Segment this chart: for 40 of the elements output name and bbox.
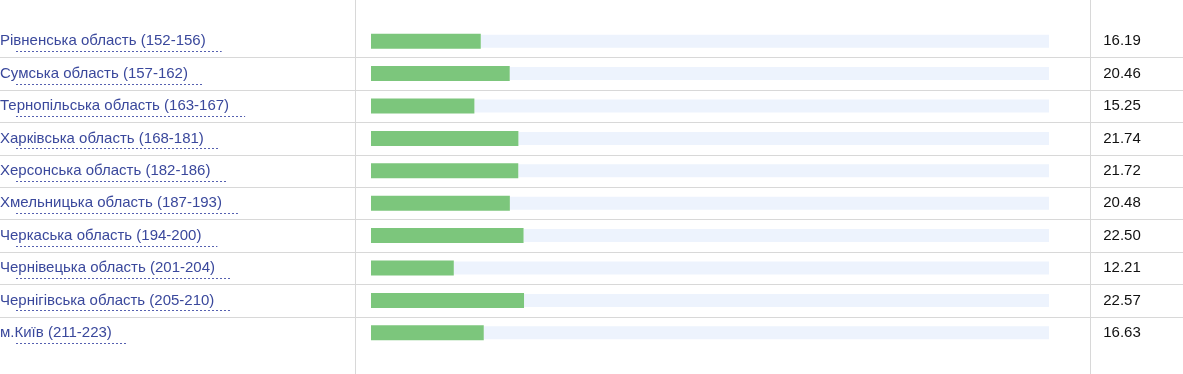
data-label: 21.72 bbox=[1103, 160, 1141, 178]
bar bbox=[509, 196, 1049, 210]
bar bbox=[371, 228, 524, 244]
data-label: 20.46 bbox=[1103, 63, 1141, 81]
data-label: 22.57 bbox=[1103, 290, 1141, 308]
data-label: 22.50 bbox=[1103, 225, 1141, 243]
data-label: 16.19 bbox=[1103, 31, 1141, 49]
data-label: 20.48 bbox=[1103, 193, 1141, 211]
bar bbox=[371, 66, 510, 82]
data-label: 15.25 bbox=[1103, 96, 1141, 114]
bar bbox=[371, 130, 519, 146]
bar bbox=[371, 292, 525, 308]
bar bbox=[371, 195, 510, 211]
data-label: 21.74 bbox=[1103, 128, 1141, 146]
y-tick-label: Херсонська область (182-186) bbox=[0, 160, 211, 178]
bar bbox=[523, 229, 1049, 243]
y-tick-label: Хмельницька область (187-193) bbox=[0, 193, 222, 211]
y-tick-label: Чернігівська область (205-210) bbox=[0, 290, 215, 308]
y-tick-label: Сумська область (157-162) bbox=[0, 63, 188, 81]
bar bbox=[480, 34, 1049, 48]
y-tick-label: м.Київ (211-223) bbox=[0, 322, 112, 340]
data-label: 16.63 bbox=[1103, 322, 1141, 340]
bar bbox=[509, 67, 1049, 81]
bar bbox=[371, 260, 454, 276]
bar bbox=[518, 131, 1049, 145]
bar bbox=[453, 261, 1049, 275]
y-tick-label: Рівненська область (152-156) bbox=[0, 31, 206, 49]
bar bbox=[371, 33, 481, 49]
data-label: 12.21 bbox=[1103, 258, 1141, 276]
bar bbox=[474, 99, 1049, 113]
y-tick-label: Тернопільська область (163-167) bbox=[0, 96, 230, 114]
bar bbox=[371, 325, 484, 341]
bar bbox=[524, 293, 1049, 307]
y-tick-label: Харківська область (168-181) bbox=[0, 128, 204, 146]
y-tick-label: Чернівецька область (201-204) bbox=[0, 258, 215, 276]
y-tick-label: Черкаська область (194-200) bbox=[0, 225, 202, 243]
bar bbox=[518, 164, 1049, 178]
bar bbox=[483, 326, 1049, 340]
bar bbox=[371, 98, 475, 114]
bar bbox=[371, 163, 519, 179]
